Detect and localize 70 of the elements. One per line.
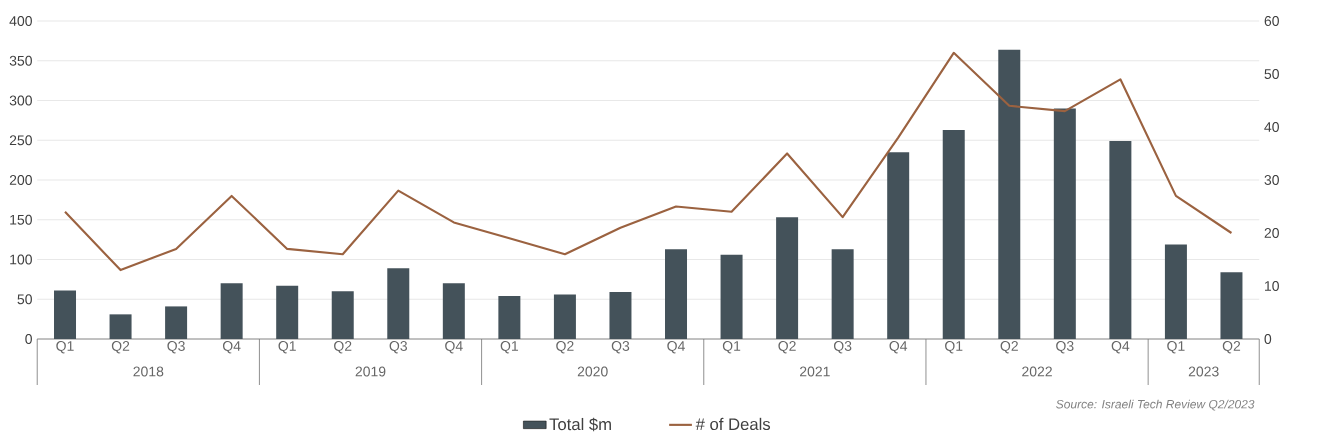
x-tick-label: Q4 [889, 341, 908, 354]
x-tick-label: Q2 [1000, 341, 1018, 354]
x-tick-label: Q1 [1167, 341, 1185, 354]
bar [1220, 272, 1243, 339]
y2-tick-label: 10 [1265, 281, 1279, 291]
bar [776, 217, 799, 339]
y-tick-label: 300 [9, 95, 32, 106]
y-tick-label: 100 [10, 254, 32, 265]
x-tick-label: Q1 [722, 341, 741, 354]
x-tick-label: Q1 [278, 341, 296, 354]
bar [165, 306, 188, 339]
bar [442, 283, 465, 339]
bar [665, 249, 688, 339]
y-tick-label: 250 [9, 135, 32, 146]
y2-tick-label: 50 [1264, 69, 1279, 79]
line-series [63, 51, 1233, 272]
bar [553, 294, 576, 339]
y2-tick-label: 20 [1264, 228, 1279, 238]
x-tick-label: Q4 [445, 341, 463, 354]
x-tick-label: Q3 [833, 341, 852, 354]
y-tick-label: 350 [9, 55, 32, 66]
bar [1164, 244, 1187, 339]
text: 2018 [133, 366, 164, 377]
bar [942, 129, 965, 339]
bar [609, 292, 632, 339]
x-tick-label: Q2 [1222, 341, 1241, 354]
bar [220, 283, 243, 339]
x-tick-label: Q2 [556, 341, 574, 354]
text: 2022 [1022, 366, 1052, 377]
y-tick-label: 50 [17, 294, 32, 305]
x-tick-label: Q2 [334, 341, 352, 354]
text: 2019 [355, 366, 386, 377]
x-tick-label: Q3 [389, 341, 408, 354]
bar [498, 296, 521, 339]
x-tick-label: Q3 [167, 341, 185, 354]
x-tick-label: Q3 [1056, 341, 1074, 354]
source-note: Source: Israeli Tech Review Q2/2023 [1056, 399, 1255, 411]
y2-tick-label: 0 [1264, 334, 1272, 344]
bar [1053, 108, 1076, 339]
bar [331, 291, 354, 339]
bar [998, 49, 1021, 339]
text: 2023 [1188, 366, 1219, 377]
x-tick-label: Q3 [611, 341, 630, 354]
bar [887, 152, 910, 339]
x-tick-label: Q4 [222, 341, 241, 354]
y2-tick-label: 60 [1264, 16, 1279, 26]
y-tick-label: 0 [25, 334, 32, 344]
bar [831, 249, 854, 339]
x-tick-label: Q1 [945, 341, 963, 354]
bar [54, 290, 77, 339]
bar [387, 268, 410, 339]
x-tick-label: Q2 [111, 341, 130, 354]
text: 2020 [577, 366, 608, 377]
legend-label: Total $m [549, 417, 611, 432]
bar [276, 285, 299, 339]
x-tick-label: Q1 [56, 341, 74, 354]
x-tick-label: Q2 [778, 341, 796, 354]
y-tick-label: 150 [10, 214, 32, 225]
y-tick-label: 400 [9, 16, 32, 26]
legend-label: # of Deals [695, 417, 771, 431]
bar [1109, 141, 1132, 339]
y2-tick-label: 40 [1264, 122, 1279, 132]
y2-tick-label: 30 [1264, 175, 1279, 185]
bar [109, 314, 132, 339]
x-tick-label: Q4 [1111, 341, 1130, 354]
x-tick-label: Q1 [500, 341, 519, 354]
y-tick-label: 200 [9, 175, 32, 185]
x-tick-label: Q4 [667, 341, 685, 354]
text: 2021 [800, 366, 830, 377]
bar [720, 254, 743, 339]
